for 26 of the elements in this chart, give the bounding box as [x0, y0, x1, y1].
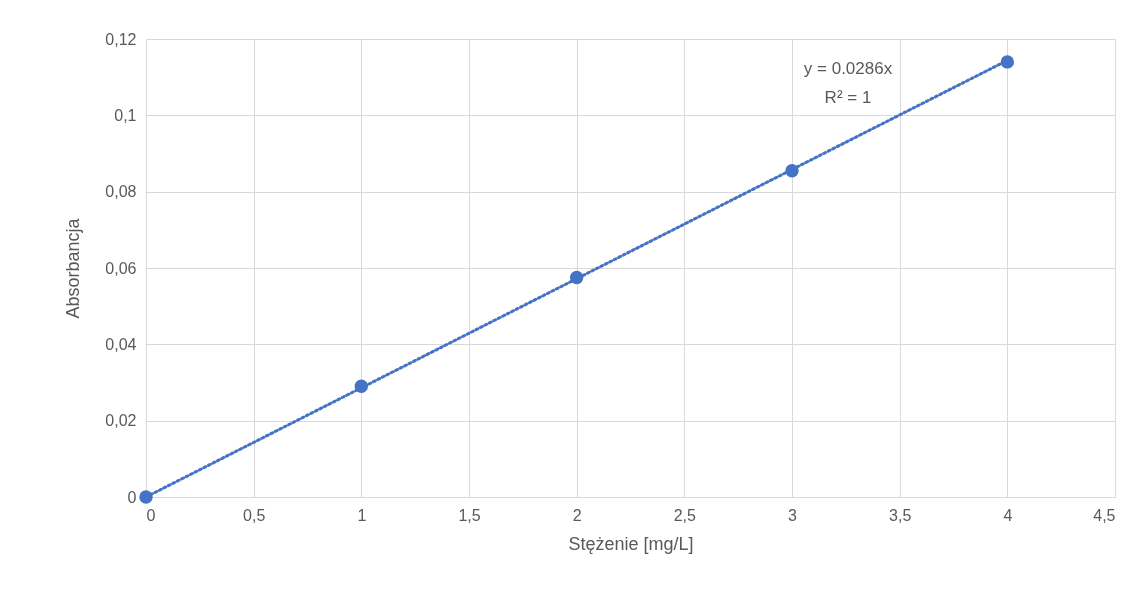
point [139, 490, 153, 504]
x-tick-label: 2 [572, 506, 582, 524]
y-tick-label: 0 [127, 488, 137, 506]
x-tick-label: 1 [357, 506, 367, 524]
y-axis-title: Absorbancja [63, 217, 84, 319]
x-tick-label: 0,5 [243, 506, 266, 524]
y-tick-label: 0,02 [105, 412, 137, 430]
x-tick-label: 4,5 [1093, 506, 1116, 524]
y-tick-label: 0,08 [105, 183, 137, 201]
x-tick-label: 2,5 [673, 506, 697, 524]
point [1000, 55, 1015, 69]
annotation: R² = 1 [824, 88, 872, 107]
x-tick-label: 1,5 [458, 506, 481, 524]
annotation: y = 0.0286x [803, 59, 893, 78]
x-axis-title: Stężenie [mg/L] [568, 533, 694, 554]
y-tick-label: 0,04 [105, 335, 137, 353]
x-tick-label: 3 [788, 506, 798, 524]
point [354, 379, 369, 394]
y-tick-label: 0,12 [105, 30, 137, 48]
x-tick-label: 0 [146, 506, 156, 524]
y-tick-label: 0,1 [114, 106, 137, 124]
point [569, 270, 584, 285]
y-tick-label: 0,06 [105, 259, 137, 277]
point [785, 163, 799, 178]
x-tick-label: 3,5 [889, 506, 912, 524]
x-tick-label: 4 [1003, 506, 1013, 524]
